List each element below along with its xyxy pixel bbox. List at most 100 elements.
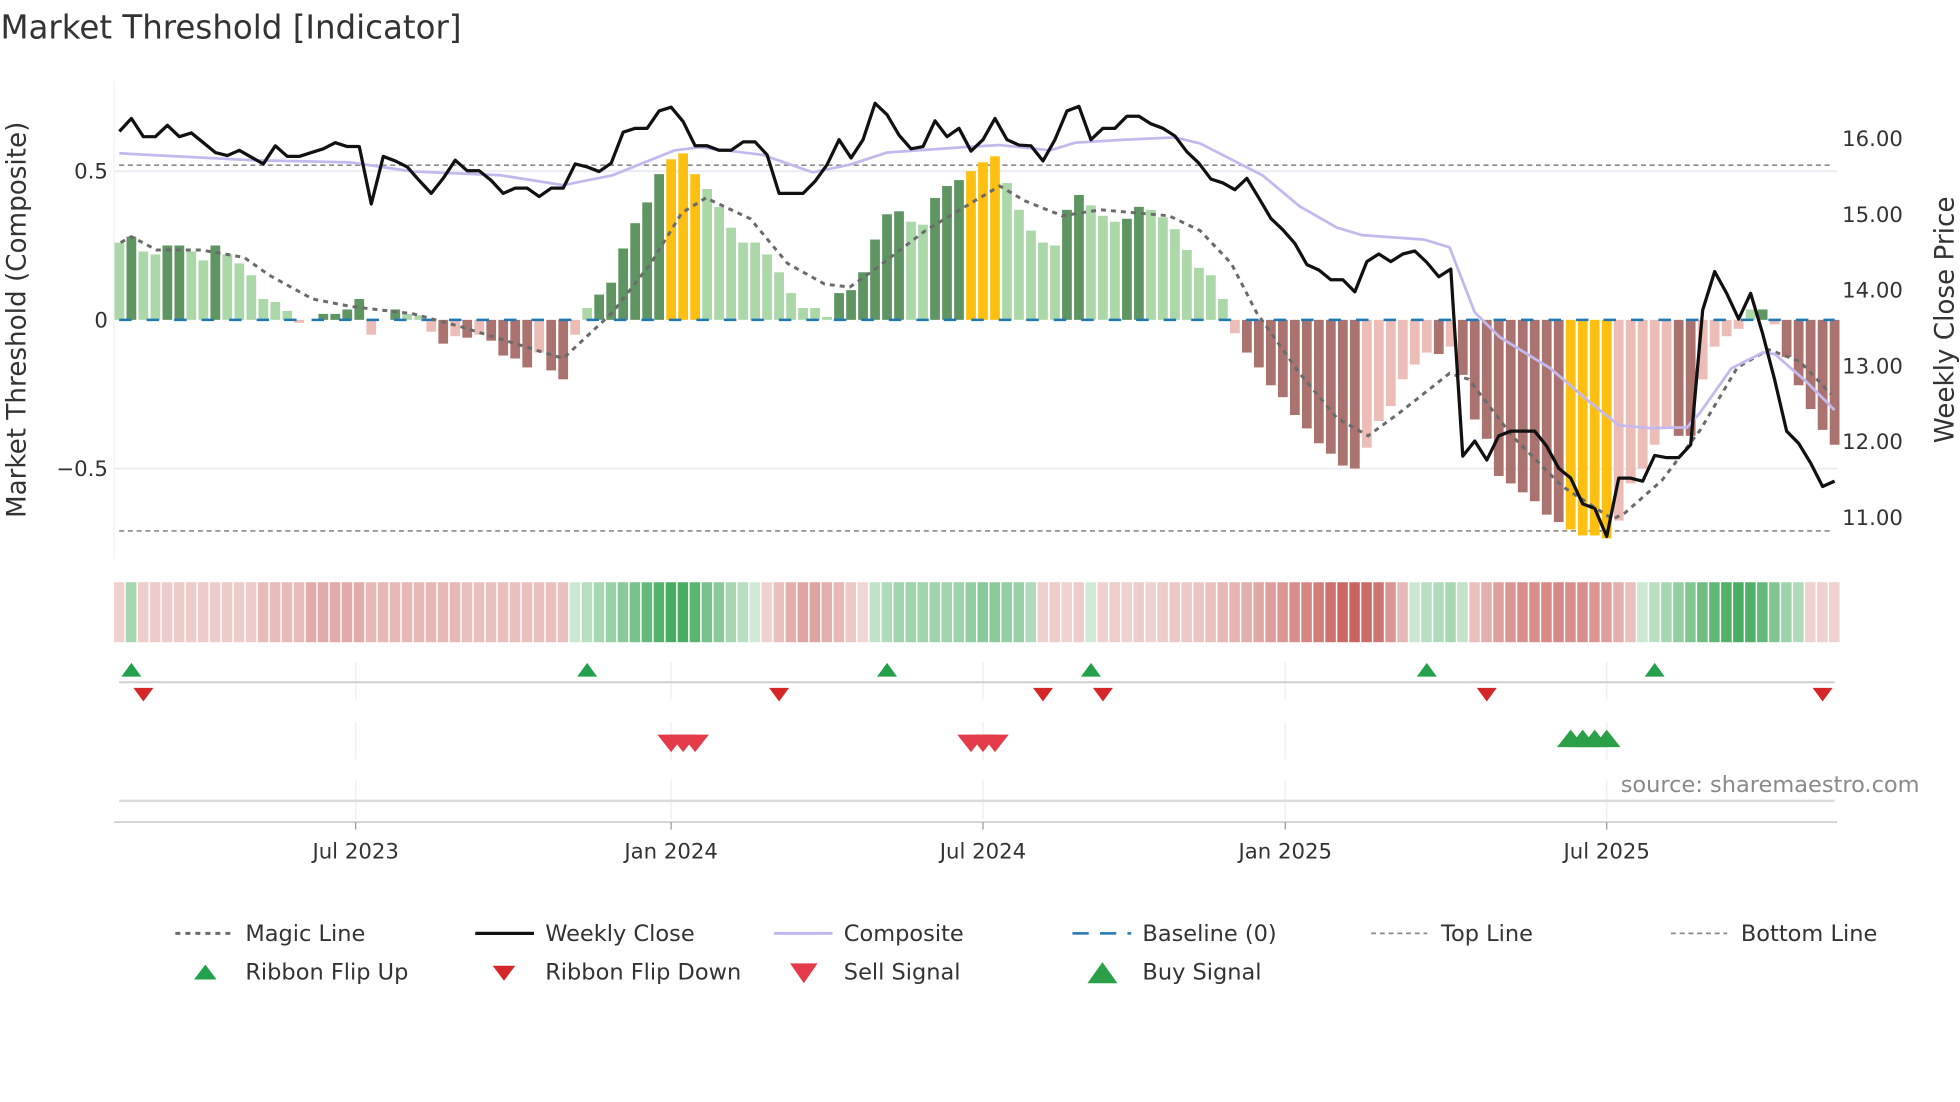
x-tick-label: Jan 2024 — [622, 839, 718, 864]
ribbon-cell — [905, 582, 917, 643]
threshold-bar — [930, 197, 940, 320]
threshold-bar — [1817, 319, 1828, 430]
ribbon-cell — [1169, 582, 1180, 643]
ribbon-cell — [1397, 582, 1408, 643]
threshold-bar — [810, 307, 820, 320]
ribbon-cell — [1469, 582, 1480, 643]
threshold-bar — [858, 272, 868, 320]
threshold-bar — [1337, 319, 1348, 466]
ribbon-cell — [677, 582, 689, 643]
ribbon-cell — [1793, 582, 1804, 643]
threshold-bar — [1757, 309, 1768, 320]
ribbon-cell — [221, 582, 233, 643]
ribbon-cell — [1685, 582, 1696, 643]
ribbon-cell — [1649, 582, 1660, 643]
ribbon-cell — [1697, 582, 1708, 643]
threshold-bar — [978, 162, 988, 320]
threshold-bar — [630, 223, 641, 320]
threshold-bar — [1517, 319, 1528, 493]
ribbon-flip-down-marker — [1476, 687, 1497, 702]
ribbon-cell — [389, 582, 401, 643]
ribbon-cell — [197, 582, 209, 643]
ribbon-cell — [1313, 582, 1324, 643]
ribbon-cell — [245, 582, 257, 643]
threshold-bar — [1601, 319, 1612, 539]
ribbon-cell — [1673, 582, 1684, 643]
threshold-bar — [1709, 319, 1720, 347]
ribbon-cell — [1457, 582, 1468, 643]
ribbon-flip-up-marker — [1644, 662, 1665, 677]
ribbon-cell — [1661, 582, 1672, 643]
threshold-bar — [822, 316, 832, 320]
threshold-bar — [1122, 218, 1132, 320]
threshold-bar — [1158, 217, 1168, 320]
threshold-bar — [282, 310, 293, 320]
ribbon-cell — [1145, 582, 1156, 643]
threshold-bar — [954, 180, 964, 320]
ribbon-flip-down-marker — [1812, 687, 1833, 702]
ribbon-cell — [1157, 582, 1168, 643]
threshold-bar — [174, 245, 185, 320]
threshold-bar — [318, 313, 329, 320]
legend-label: Sell Signal — [844, 960, 961, 986]
ribbon-cell — [857, 582, 869, 643]
x-tick-label: Jul 2024 — [938, 839, 1026, 864]
ribbon-cell — [233, 582, 245, 643]
threshold-bar — [450, 319, 461, 337]
ribbon-cell — [1325, 582, 1336, 643]
threshold-bar — [1385, 319, 1396, 407]
threshold-bar — [222, 254, 233, 320]
sell-signal-marker — [981, 734, 1009, 753]
threshold-bar — [198, 260, 209, 320]
left-axis-label: Market Threshold (Composite) — [2, 122, 32, 518]
threshold-bar — [126, 236, 137, 320]
ribbon-cell — [1553, 582, 1564, 643]
ribbon-cell — [1481, 582, 1492, 643]
ribbon-cell — [509, 582, 521, 643]
ribbon-cell — [305, 582, 317, 643]
ribbon-cell — [437, 582, 449, 643]
threshold-bar — [1481, 319, 1492, 439]
ribbon-cell — [1505, 582, 1516, 643]
ribbon-cell — [293, 582, 305, 643]
ribbon-cell — [557, 582, 569, 643]
ribbon-cell — [833, 582, 845, 643]
ribbon-cell — [1097, 582, 1108, 643]
ribbon-cell — [1229, 582, 1240, 643]
threshold-bar — [522, 319, 533, 368]
ribbon-cell — [401, 582, 413, 643]
threshold-bar — [618, 248, 629, 320]
threshold-bar — [690, 174, 701, 320]
threshold-bar — [1613, 319, 1624, 521]
ribbon-flip-down-marker — [1032, 687, 1053, 702]
ribbon-cell — [917, 582, 929, 643]
threshold-bar — [1086, 205, 1096, 320]
ribbon-cell — [665, 582, 677, 643]
threshold-bar — [1625, 319, 1636, 484]
ribbon-strip — [113, 582, 1840, 643]
legend-label: Ribbon Flip Down — [545, 960, 741, 986]
axes: 0.5 0 −0.5 16.00 15.00 14.00 13.00 12.00 11.00 Ju… — [56, 127, 1903, 864]
ribbon-cell — [1541, 582, 1552, 643]
ribbon-cell — [1121, 582, 1132, 643]
threshold-bar — [1254, 319, 1264, 368]
threshold-bar — [642, 202, 653, 320]
ribbon-cell — [1409, 582, 1420, 643]
ribbon-cell — [1037, 582, 1048, 643]
ribbon-cell — [329, 582, 341, 643]
legend-symbol-red-down-triangle — [790, 963, 818, 984]
threshold-bar — [1661, 319, 1672, 427]
left-tick-label: −0.5 — [56, 457, 108, 482]
ribbon-cell — [449, 582, 461, 643]
ribbon-cell — [641, 582, 653, 643]
threshold-bar — [1733, 319, 1744, 329]
threshold-bar — [1014, 209, 1024, 320]
threshold-bar — [1110, 221, 1120, 320]
threshold-bar — [1565, 319, 1576, 530]
ribbon-cell — [1133, 582, 1144, 643]
legend-label: Ribbon Flip Up — [245, 960, 408, 986]
threshold-bar — [1505, 319, 1516, 484]
ribbon-cell — [1049, 582, 1060, 643]
ribbon-cell — [1361, 582, 1372, 643]
